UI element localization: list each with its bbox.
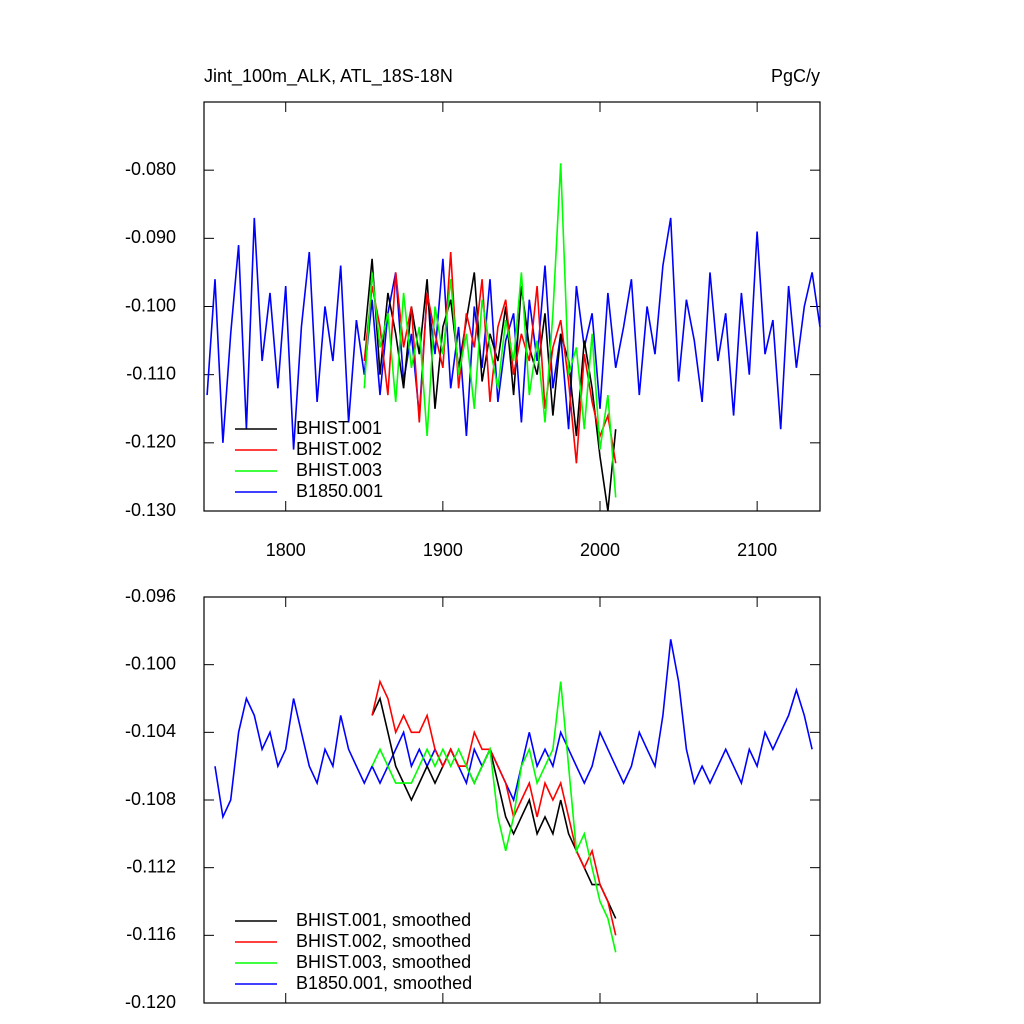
y-tick-label: -0.112: [126, 856, 176, 876]
x-tick-label: 1800: [266, 540, 306, 560]
y-tick-label: -0.096: [125, 586, 176, 606]
y-tick-label: -0.108: [125, 789, 176, 809]
legend-label: BHIST.003: [296, 460, 382, 480]
y-tick-label: -0.116: [126, 924, 176, 944]
data-line: [214, 639, 813, 820]
y-tick-label: -0.104: [125, 721, 176, 741]
data-line: [371, 681, 617, 953]
data-line: [363, 258, 617, 512]
chart-title: Jint_100m_ALK, ATL_18S-18N: [204, 66, 453, 87]
y-tick-label: -0.100: [125, 653, 176, 673]
x-tick-label: 2000: [580, 540, 620, 560]
y-tick-label: -0.080: [125, 159, 176, 179]
data-line: [206, 217, 821, 450]
data-line: [371, 696, 617, 919]
legend-label: BHIST.001, smoothed: [296, 910, 471, 930]
data-line: [371, 679, 617, 936]
legend-label: BHIST.003, smoothed: [296, 952, 471, 972]
legend-label: B1850.001: [296, 481, 383, 501]
data-line: [363, 251, 617, 464]
units-label: PgC/y: [771, 66, 820, 86]
y-tick-label: -0.130: [125, 500, 176, 520]
x-tick-label: 1900: [423, 540, 463, 560]
x-tick-label: 2100: [737, 540, 777, 560]
legend-label: BHIST.001: [296, 418, 382, 438]
data-line: [363, 163, 617, 498]
y-tick-label: -0.120: [125, 992, 176, 1012]
legend-label: B1850.001, smoothed: [296, 973, 472, 993]
legend-label: BHIST.002, smoothed: [296, 931, 471, 951]
y-tick-label: -0.120: [125, 432, 176, 452]
y-tick-label: -0.090: [125, 227, 176, 247]
y-tick-label: -0.100: [125, 295, 176, 315]
y-tick-label: -0.110: [126, 363, 176, 383]
legend-label: BHIST.002: [296, 439, 382, 459]
